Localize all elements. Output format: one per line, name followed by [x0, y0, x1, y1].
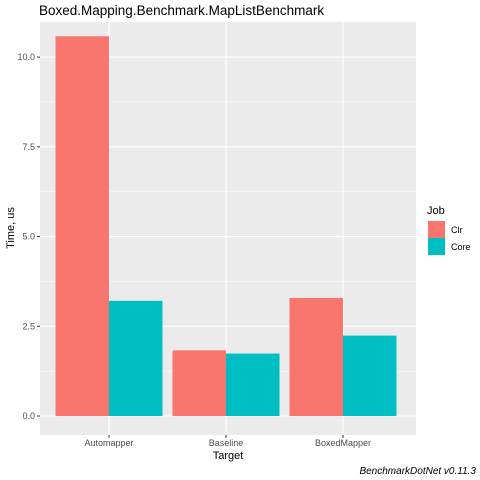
y-tick-label: 2.5	[22, 321, 35, 331]
legend-label-clr: Clr	[451, 225, 463, 235]
bar-baseline-core	[226, 353, 280, 416]
bar-baseline-clr	[172, 350, 226, 416]
legend-title: Job	[427, 205, 445, 217]
y-tick-label: 7.5	[22, 142, 35, 152]
bar-automapper-core	[109, 300, 163, 416]
bar-boxedmapper-core	[343, 335, 397, 416]
x-tick-label: BoxedMapper	[315, 438, 371, 448]
bar-automapper-clr	[55, 36, 109, 417]
y-axis-title: Time, us	[5, 207, 17, 249]
caption: BenchmarkDotNet v0.11.3	[359, 466, 476, 477]
x-axis: Automapper Baseline BoxedMapper	[84, 435, 371, 448]
y-tick-label: 0.0	[22, 411, 35, 421]
y-tick-label: 5.0	[22, 232, 35, 242]
legend: Job Clr Core	[427, 205, 471, 255]
y-axis: 0.0 2.5 5.0 7.5 10.0	[17, 52, 40, 421]
x-tick-label: Automapper	[84, 438, 133, 448]
chart-title: Boxed.Mapping.Benchmark.MapListBenchmark	[39, 3, 324, 18]
y-tick-label: 10.0	[17, 52, 35, 62]
bar-boxedmapper-clr	[289, 297, 343, 416]
x-axis-title: Target	[213, 450, 244, 462]
x-tick-label: Baseline	[209, 438, 244, 448]
legend-key-clr	[428, 221, 445, 238]
legend-label-core: Core	[451, 242, 471, 252]
legend-key-core	[428, 238, 445, 255]
bars	[55, 36, 397, 417]
